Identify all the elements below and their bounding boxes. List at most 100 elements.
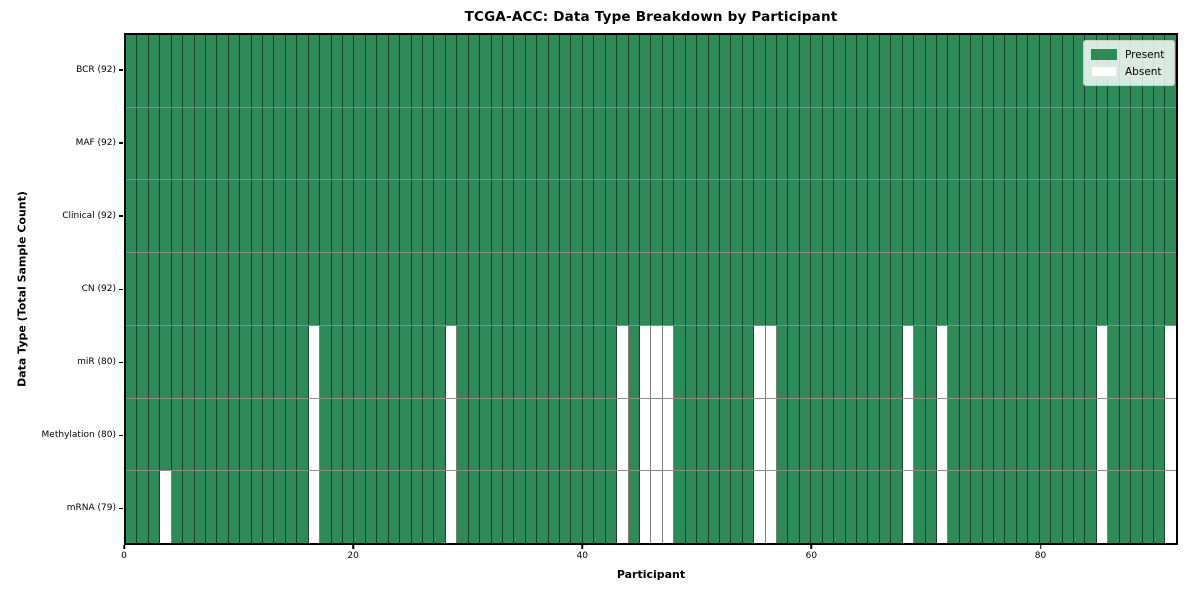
matrix-cell — [560, 398, 572, 471]
matrix-cell — [891, 107, 903, 180]
matrix-cell — [948, 398, 960, 471]
matrix-cell — [788, 471, 800, 544]
matrix-cell — [331, 107, 344, 180]
matrix-cell — [1153, 398, 1166, 471]
matrix-cell — [491, 35, 503, 107]
matrix-cell — [400, 398, 412, 471]
matrix-cell — [639, 35, 652, 107]
matrix-cell — [925, 471, 937, 544]
matrix-cell — [571, 180, 583, 253]
matrix-cell — [1131, 107, 1143, 180]
matrix-cell — [571, 398, 583, 471]
matrix-cell — [377, 325, 389, 398]
matrix-cell — [434, 107, 446, 180]
matrix-cell — [491, 107, 503, 180]
matrix-cell — [788, 325, 800, 398]
y-tick-mark — [119, 69, 123, 71]
matrix-cell — [343, 471, 355, 544]
matrix-cell — [925, 253, 937, 325]
y-tick-mark — [119, 434, 123, 437]
matrix-cell — [194, 471, 206, 544]
matrix-cell — [343, 107, 355, 180]
matrix-cell — [308, 107, 321, 180]
matrix-cell — [788, 398, 800, 471]
matrix-row-CN — [126, 253, 1176, 326]
matrix-cell — [400, 180, 412, 253]
matrix-cell — [480, 35, 492, 107]
matrix-cell — [902, 471, 915, 544]
matrix-cell — [685, 253, 698, 325]
matrix-cell — [628, 471, 640, 544]
matrix-cell — [834, 180, 846, 253]
matrix-cell — [651, 471, 663, 544]
matrix-cell — [548, 253, 561, 325]
matrix-cell — [548, 398, 561, 471]
matrix-cell — [1096, 107, 1109, 180]
matrix-cell — [868, 325, 880, 398]
matrix-cell — [685, 180, 698, 253]
matrix-cell — [685, 35, 698, 107]
matrix-cell — [400, 35, 412, 107]
matrix-cell — [857, 107, 869, 180]
matrix-cell — [617, 180, 629, 253]
matrix-cell — [857, 253, 869, 325]
matrix-cell — [274, 253, 286, 325]
matrix-cell — [491, 180, 503, 253]
matrix-cell — [240, 253, 252, 325]
matrix-cell — [388, 180, 401, 253]
matrix-cell — [731, 107, 743, 180]
matrix-cell — [388, 471, 401, 544]
matrix-cell — [171, 325, 184, 398]
matrix-cell — [994, 325, 1006, 398]
matrix-cell — [891, 398, 903, 471]
matrix-cell — [902, 180, 915, 253]
matrix-cell — [365, 107, 378, 180]
matrix-cell — [936, 325, 949, 398]
matrix-cell — [1005, 471, 1017, 544]
matrix-cell — [936, 35, 949, 107]
matrix-cell — [902, 107, 915, 180]
matrix-cell — [126, 398, 138, 471]
matrix-cell — [914, 398, 926, 471]
matrix-cell — [285, 180, 298, 253]
matrix-cell — [240, 471, 252, 544]
matrix-cell — [148, 325, 161, 398]
matrix-cell — [308, 398, 321, 471]
matrix-cell — [1051, 398, 1063, 471]
matrix-cell — [411, 180, 423, 253]
matrix-cell — [948, 180, 960, 253]
matrix-cell — [251, 35, 264, 107]
matrix-cell — [719, 471, 732, 544]
matrix-cell — [799, 107, 812, 180]
matrix-cell — [1165, 107, 1176, 180]
matrix-cell — [936, 107, 949, 180]
matrix-cell — [948, 107, 960, 180]
y-tick-label: BCR (92) — [76, 64, 116, 75]
matrix-cell — [160, 253, 172, 325]
matrix-cell — [228, 471, 241, 544]
matrix-cell — [982, 398, 995, 471]
matrix-cell — [502, 107, 515, 180]
matrix-cell — [343, 398, 355, 471]
matrix-cell — [263, 180, 275, 253]
matrix-cell — [571, 107, 583, 180]
matrix-cell — [594, 398, 606, 471]
matrix-cell — [1039, 253, 1052, 325]
matrix-cell — [331, 253, 344, 325]
matrix-cell — [914, 471, 926, 544]
matrix-cell — [834, 35, 846, 107]
matrix-cell — [285, 471, 298, 544]
matrix-cell — [1016, 471, 1029, 544]
matrix-cell — [765, 35, 778, 107]
matrix-cell — [628, 107, 640, 180]
matrix-cell — [914, 35, 926, 107]
matrix-cell — [788, 107, 800, 180]
matrix-cell — [354, 180, 366, 253]
matrix-cell — [651, 398, 663, 471]
matrix-cell — [388, 107, 401, 180]
matrix-cell — [514, 180, 526, 253]
matrix-cell — [708, 35, 720, 107]
y-tick-mark — [119, 361, 123, 364]
matrix-cell — [480, 180, 492, 253]
matrix-cell — [251, 180, 264, 253]
